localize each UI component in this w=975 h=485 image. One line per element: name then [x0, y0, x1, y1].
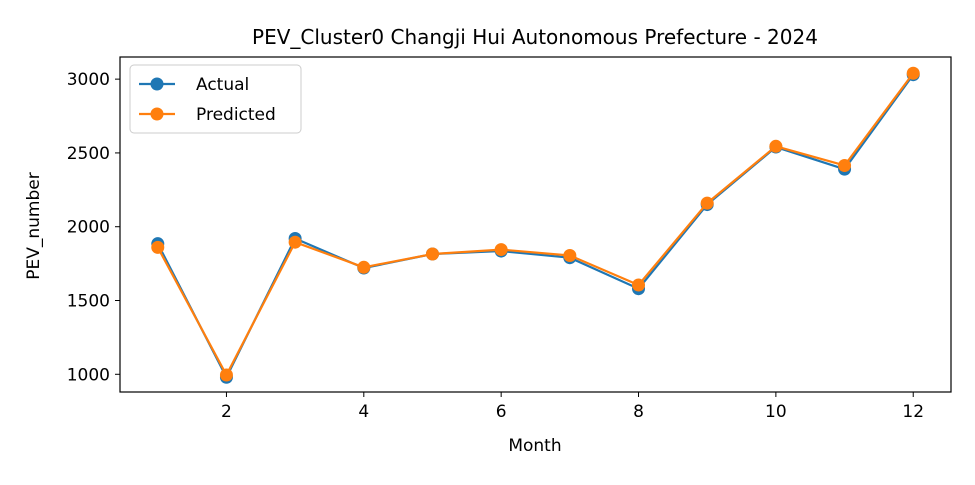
y-tick-label: 2500	[67, 144, 110, 164]
plot-area	[151, 66, 920, 384]
x-tick-label: 2	[221, 402, 232, 422]
x-tick-label: 12	[902, 402, 924, 422]
data-point-predicted	[357, 260, 371, 274]
x-tick-label: 6	[496, 402, 507, 422]
legend-marker-actual	[150, 77, 164, 91]
y-tick-label: 2000	[67, 218, 110, 238]
series-line-actual	[156, 74, 915, 379]
legend-label-actual: Actual	[196, 75, 249, 95]
y-tick-label: 1500	[67, 292, 110, 312]
x-axis: 2 4 6 8 10 12	[221, 392, 924, 422]
data-point-predicted	[151, 240, 165, 254]
data-point-predicted	[632, 278, 646, 292]
data-point-predicted	[769, 139, 783, 153]
data-point-predicted	[906, 66, 920, 80]
data-point-predicted	[838, 158, 852, 172]
legend: Actual Predicted	[129, 64, 302, 134]
data-point-predicted	[288, 235, 302, 249]
series-line-predicted	[156, 72, 915, 377]
legend-box	[129, 64, 302, 134]
axes-frame	[119, 56, 952, 393]
x-axis-label: Month	[508, 436, 561, 456]
legend-marker-predicted	[150, 107, 164, 121]
data-point-predicted	[425, 247, 439, 261]
y-axis: 1000 1500 2000 2500 3000	[67, 70, 120, 385]
x-tick-label: 10	[765, 402, 787, 422]
y-axis-label: PEV_number	[24, 172, 44, 279]
data-point-predicted	[494, 243, 508, 257]
y-tick-label: 3000	[67, 70, 110, 90]
x-tick-label: 4	[358, 402, 369, 422]
data-point-predicted	[219, 368, 233, 382]
chart-title: PEV_Cluster0 Changji Hui Autonomous Pref…	[252, 25, 818, 49]
y-tick-label: 1000	[67, 365, 110, 385]
data-point-predicted	[700, 196, 714, 210]
legend-label-predicted: Predicted	[196, 105, 276, 125]
data-point-predicted	[563, 248, 577, 262]
x-tick-label: 8	[633, 402, 644, 422]
